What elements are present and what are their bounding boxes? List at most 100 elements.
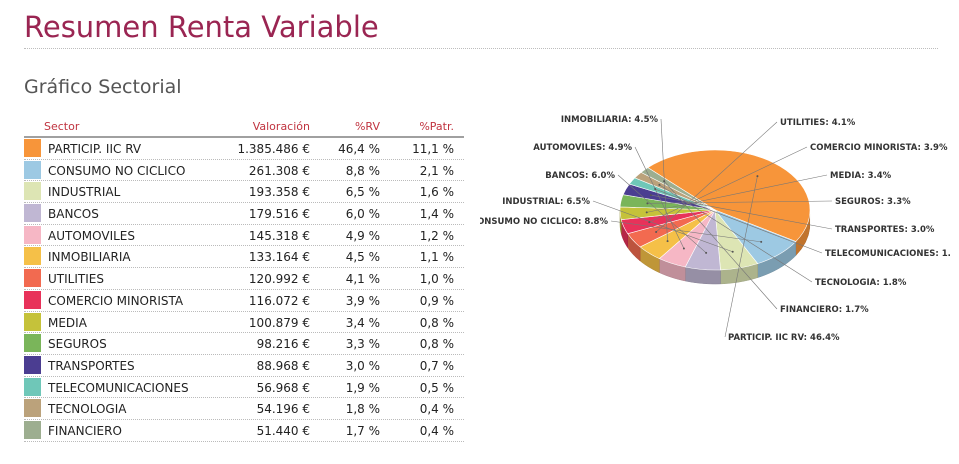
patrimonio-percent: 1,4 % <box>419 207 454 222</box>
color-swatch <box>24 139 41 157</box>
table-row: UTILITIES 120.992 € 4,1 % 1,0 % <box>24 268 464 290</box>
color-swatch <box>24 399 41 418</box>
color-swatch <box>24 312 41 331</box>
valoracion-value: 98.216 € <box>256 337 310 352</box>
pie-slice-label: INDUSTRIAL: 6.5% <box>502 197 590 207</box>
table-row: PARTICIP. IIC RV 1.385.486 € 46,4 % 11,1 % <box>24 138 464 160</box>
sector-name: INDUSTRIAL <box>48 185 121 200</box>
table-row: CONSUMO NO CICLICO 261.308 € 8,8 % 2,1 % <box>24 160 464 182</box>
patrimonio-percent: 2,1 % <box>419 163 454 178</box>
pie-slice-label: BANCOS: 6.0% <box>545 171 615 181</box>
patrimonio-percent: 1,2 % <box>419 228 454 243</box>
patrimonio-percent: 0,4 % <box>419 402 454 417</box>
color-swatch <box>24 225 41 244</box>
leader-dot <box>663 180 666 183</box>
color-swatch <box>24 420 41 439</box>
sector-name: UTILITIES <box>48 272 104 287</box>
color-swatch <box>24 355 41 374</box>
patrimonio-percent: 0,8 % <box>419 337 454 352</box>
rv-percent: 3,4 % <box>345 315 380 330</box>
sector-name: AUTOMOVILES <box>48 228 135 243</box>
valoracion-value: 116.072 € <box>248 293 310 308</box>
pie-slice-label: FINANCIERO: 1.7% <box>780 305 869 315</box>
table-row: SEGUROS 98.216 € 3,3 % 0,8 % <box>24 333 464 355</box>
sector-table: Sector Valoración %RV %Patr. PARTICIP. I… <box>24 116 464 442</box>
table-row: TELECOMUNICACIONES 56.968 € 1,9 % 0,5 % <box>24 377 464 399</box>
valoracion-value: 54.196 € <box>256 402 310 417</box>
color-swatch <box>24 269 41 288</box>
color-swatch <box>24 182 41 201</box>
valoracion-value: 1.385.486 € <box>237 142 310 156</box>
patrimonio-percent: 0,5 % <box>419 380 454 395</box>
table-row: TECNOLOGIA 54.196 € 1,8 % 0,4 % <box>24 398 464 420</box>
patrimonio-percent: 0,8 % <box>419 315 454 330</box>
leader-line <box>659 184 813 283</box>
sector-name: COMERCIO MINORISTA <box>48 293 184 308</box>
table-row: AUTOMOVILES 145.318 € 4,9 % 1,2 % <box>24 225 464 247</box>
table-header: Sector Valoración %RV %Patr. <box>24 116 464 138</box>
section-subtitle: Gráfico Sectorial <box>24 76 182 98</box>
valoracion-value: 261.308 € <box>248 163 310 178</box>
pie-slice-label: TRANSPORTES: 3.0% <box>835 225 935 235</box>
leader-dot <box>731 250 734 253</box>
leader-line <box>655 121 778 233</box>
table-row: COMERCIO MINORISTA 116.072 € 3,9 % 0,9 % <box>24 290 464 312</box>
patrimonio-percent: 11,1 % <box>412 142 454 156</box>
rv-percent: 4,5 % <box>345 250 380 265</box>
pie-slice-label: AUTOMOVILES: 4.9% <box>533 143 632 153</box>
pie-slice-label: UTILITIES: 4.1% <box>780 118 856 128</box>
pie-slice-label: TECNOLOGIA: 1.8% <box>815 278 907 288</box>
patrimonio-percent: 0,7 % <box>419 358 454 373</box>
pie-slice-label: PARTICIP. IIC RV: 46.4% <box>728 333 840 343</box>
leader-dot <box>655 231 658 234</box>
sector-name: CONSUMO NO CICLICO <box>48 163 186 178</box>
leader-dot <box>756 175 759 178</box>
valoracion-value: 56.968 € <box>256 380 310 395</box>
column-header-rv: %RV <box>354 120 380 133</box>
valoracion-value: 193.358 € <box>248 185 310 200</box>
leader-line <box>617 174 707 254</box>
leader-dot <box>654 188 657 191</box>
sector-name: SEGUROS <box>48 337 107 352</box>
table-body: PARTICIP. IIC RV 1.385.486 € 46,4 % 11,1 % C… <box>24 138 464 442</box>
color-swatch <box>24 290 41 309</box>
valoracion-value: 179.516 € <box>248 207 310 222</box>
sector-pie-chart: PARTICIP. IIC RV: 46.4% CONSUMO NO CICLIC… <box>480 115 950 343</box>
sector-name: INMOBILIARIA <box>48 250 131 265</box>
title-divider <box>24 48 938 49</box>
leader-dot <box>760 240 763 243</box>
leader-line <box>660 118 668 242</box>
patrimonio-percent: 0,4 % <box>419 423 454 438</box>
leader-dot <box>649 194 652 197</box>
table-row: BANCOS 179.516 € 6,0 % 1,4 % <box>24 203 464 225</box>
leader-line <box>592 200 733 253</box>
leader-dot <box>682 247 685 250</box>
valoracion-value: 120.992 € <box>248 272 310 287</box>
leader-dot <box>705 251 708 254</box>
sector-name: TELECOMUNICACIONES <box>48 380 189 395</box>
pie-slice-label: COMERCIO MINORISTA: 3.9% <box>810 143 948 153</box>
leader-dot <box>646 202 649 205</box>
rv-percent: 1,8 % <box>345 402 380 417</box>
leader-line <box>646 174 828 213</box>
table-row: INMOBILIARIA 133.164 € 4,5 % 1,1 % <box>24 246 464 269</box>
leader-line <box>610 220 762 243</box>
rv-percent: 1,7 % <box>345 423 380 438</box>
valoracion-value: 100.879 € <box>248 315 310 330</box>
table-row: MEDIA 100.879 € 3,4 % 0,8 % <box>24 312 464 334</box>
leader-line <box>663 180 778 310</box>
table-row: TRANSPORTES 88.968 € 3,0 % 0,7 % <box>24 355 464 377</box>
valoracion-value: 145.318 € <box>248 228 310 243</box>
patrimonio-percent: 1,1 % <box>419 250 454 265</box>
patrimonio-percent: 0,9 % <box>419 293 454 308</box>
sector-name: PARTICIP. IIC RV <box>48 142 142 156</box>
leader-dot <box>648 221 651 224</box>
valoracion-value: 133.164 € <box>248 250 310 265</box>
color-swatch <box>24 204 41 223</box>
color-swatch <box>24 377 41 396</box>
leader-line <box>634 146 685 249</box>
valoracion-value: 51.440 € <box>256 423 310 438</box>
leader-line <box>724 176 758 338</box>
leader-line <box>649 146 808 223</box>
rv-percent: 3,3 % <box>345 337 380 352</box>
